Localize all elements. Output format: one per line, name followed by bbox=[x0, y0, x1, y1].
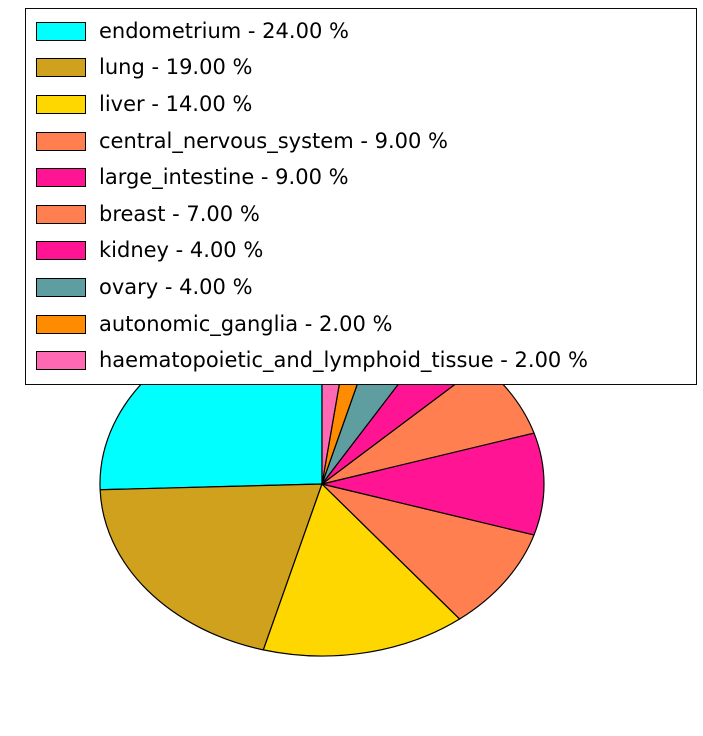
legend-swatch bbox=[36, 94, 86, 114]
pie-slice-central_nervous_system bbox=[321, 483, 535, 620]
legend-label: liver - 14.00 % bbox=[99, 91, 253, 116]
legend-item: central_nervous_system - 9.00 % bbox=[36, 123, 696, 160]
legend-item: endometrium - 24.00 % bbox=[36, 13, 696, 50]
legend-swatch bbox=[36, 204, 86, 224]
legend-box: endometrium - 24.00 % lung - 19.00 % liv… bbox=[25, 8, 697, 385]
legend-item: lung - 19.00 % bbox=[36, 50, 696, 87]
legend-swatch bbox=[36, 277, 86, 297]
legend-swatch bbox=[36, 241, 86, 261]
legend-item: ovary - 4.00 % bbox=[36, 269, 696, 306]
legend-swatch bbox=[36, 58, 86, 78]
legend-swatch bbox=[36, 314, 86, 334]
legend-label: lung - 19.00 % bbox=[99, 55, 253, 80]
legend-item: autonomic_ganglia - 2.00 % bbox=[36, 306, 696, 343]
legend-item: haematopoietic_and_lymphoid_tissue - 2.0… bbox=[36, 342, 696, 379]
pie-slice-large_intestine bbox=[321, 432, 545, 536]
legend-item: large_intestine - 9.00 % bbox=[36, 159, 696, 196]
legend-item: breast - 7.00 % bbox=[36, 196, 696, 233]
legend-label: breast - 7.00 % bbox=[99, 201, 260, 226]
legend-swatch bbox=[36, 21, 86, 41]
legend-item: kidney - 4.00 % bbox=[36, 233, 696, 270]
pie-slice-lung bbox=[99, 483, 323, 651]
legend-label: endometrium - 24.00 % bbox=[99, 18, 349, 43]
legend-label: kidney - 4.00 % bbox=[99, 238, 264, 263]
legend-swatch bbox=[36, 168, 86, 188]
legend-label: large_intestine - 9.00 % bbox=[99, 165, 349, 190]
legend-label: haematopoietic_and_lymphoid_tissue - 2.0… bbox=[99, 348, 588, 373]
pie-slice-liver bbox=[262, 483, 461, 657]
legend-label: central_nervous_system - 9.00 % bbox=[99, 128, 448, 153]
legend-item: liver - 14.00 % bbox=[36, 86, 696, 123]
legend-swatch bbox=[36, 351, 86, 371]
legend-label: autonomic_ganglia - 2.00 % bbox=[99, 311, 393, 336]
legend-swatch bbox=[36, 131, 86, 151]
legend-label: ovary - 4.00 % bbox=[99, 274, 253, 299]
